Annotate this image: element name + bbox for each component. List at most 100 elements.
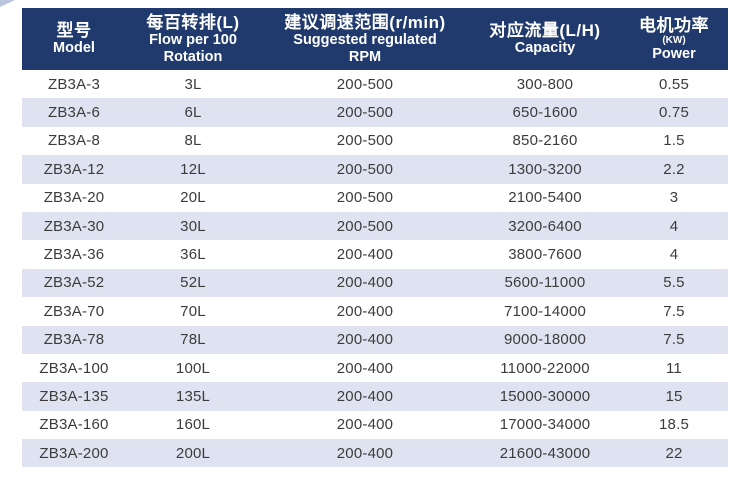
cell-power: 3: [669, 189, 679, 207]
cell-flow: 8L: [184, 132, 202, 150]
cell-model: ZB3A-36: [43, 246, 105, 264]
cell-power: 7.5: [663, 331, 685, 349]
cell-model: ZB3A-30: [43, 217, 105, 235]
cell-model: ZB3A-8: [47, 132, 101, 150]
column-header-unit-label: (KW): [662, 34, 686, 46]
cell-capacity: 3200-6400: [508, 217, 582, 235]
table-row-zb3a-3: ZB3A-3 3L 200-500 300-800 0.55: [22, 70, 728, 98]
cell-rpm: 200-400: [336, 359, 394, 377]
cell-flow: 70L: [180, 302, 206, 320]
cell-capacity: 21600-43000: [499, 444, 591, 462]
cell-rpm: 200-500: [336, 189, 394, 207]
cell-capacity: 7100-14000: [503, 302, 587, 320]
cell-flow: 52L: [180, 274, 206, 292]
cell-flow: 30L: [180, 217, 206, 235]
cell-capacity: 9000-18000: [503, 331, 587, 349]
cell-capacity: 15000-30000: [499, 387, 591, 405]
table-header-row: 型号 Model 每百转排(L) Flow per 100 Rotation 建议调速范围…: [22, 8, 728, 70]
cell-model: ZB3A-6: [47, 104, 101, 122]
cell-rpm: 200-500: [336, 75, 394, 93]
cell-rpm: 200-400: [336, 387, 394, 405]
cell-power: 4: [669, 246, 679, 264]
cell-flow: 135L: [175, 387, 211, 405]
cell-flow: 160L: [175, 416, 211, 434]
table-row-zb3a-100: ZB3A-100 100L 200-400 11000-22000 11: [22, 354, 728, 382]
column-header-capacity: 对应流量(L/H) Capacity: [470, 8, 620, 70]
cell-flow: 12L: [180, 160, 206, 178]
cell-capacity: 2100-5400: [508, 189, 582, 207]
column-header-en-label: RPM: [348, 48, 382, 65]
column-header-en-label: Rotation: [163, 48, 223, 65]
cell-rpm: 200-400: [336, 246, 394, 264]
cell-model: ZB3A-78: [43, 331, 105, 349]
cell-capacity: 11000-22000: [500, 359, 590, 377]
cell-power: 1.5: [663, 132, 685, 150]
cell-capacity: 300-800: [516, 75, 574, 93]
cell-model: ZB3A-200: [39, 444, 109, 462]
cell-power: 7.5: [663, 302, 685, 320]
table-row-zb3a-160: ZB3A-160 160L 200-400 17000-34000 18.5: [22, 411, 728, 439]
cell-power: 0.75: [659, 104, 689, 122]
pump-spec-table: 型号 Model 每百转排(L) Flow per 100 Rotation 建议调速范围…: [22, 8, 728, 468]
table-row-zb3a-78: ZB3A-78 78L 200-400 9000-18000 7.5: [22, 325, 728, 354]
corner-accent-triangle: [0, 0, 15, 7]
table-row-zb3a-8: ZB3A-8 8L 200-500 850-2160 1.5: [22, 127, 728, 155]
table-row-zb3a-52: ZB3A-52 52L 200-400 5600-11000 5.5: [22, 268, 728, 298]
cell-power: 2.2: [663, 160, 685, 178]
column-header-en-label: Flow per 100: [149, 32, 237, 49]
cell-capacity: 1300-3200: [508, 160, 582, 178]
cell-model: ZB3A-100: [39, 359, 109, 377]
cell-power: 18.5: [659, 416, 689, 434]
cell-flow: 100L: [175, 359, 211, 377]
cell-power: 4: [669, 217, 679, 235]
column-header-zh-label: 电机功率: [639, 15, 709, 35]
table-body: ZB3A-3 3L 200-500 300-800 0.55 ZB3A-6 6L 200-50…: [22, 70, 728, 468]
cell-flow: 6L: [184, 104, 202, 122]
cell-model: ZB3A-52: [43, 274, 105, 292]
table-row-zb3a-6: ZB3A-6 6L 200-500 650-1600 0.75: [22, 98, 728, 127]
cell-rpm: 200-500: [336, 217, 394, 235]
column-header-rpm: 建议调速范围(r/min) Suggested regulated RPM: [260, 8, 470, 70]
table-row-zb3a-20: ZB3A-20 20L 200-500 2100-5400 3: [22, 184, 728, 212]
column-header-en-label: Capacity: [514, 40, 576, 57]
cell-rpm: 200-400: [336, 444, 394, 462]
cell-power: 22: [665, 444, 683, 462]
column-header-zh-label: 每百转排(L): [146, 13, 240, 33]
column-header-zh-label: 型号: [56, 21, 92, 41]
cell-flow: 20L: [180, 189, 206, 207]
column-header-flow: 每百转排(L) Flow per 100 Rotation: [126, 8, 260, 70]
cell-rpm: 200-400: [336, 274, 394, 292]
cell-flow: 200L: [175, 444, 211, 462]
table-row-zb3a-135: ZB3A-135 135L 200-400 15000-30000 15: [22, 382, 728, 411]
cell-capacity: 850-2160: [512, 132, 578, 150]
cell-power: 15: [665, 387, 683, 405]
cell-model: ZB3A-20: [43, 189, 105, 207]
column-header-zh-label: 建议调速范围(r/min): [284, 13, 446, 33]
column-header-zh-label: 对应流量(L/H): [489, 21, 601, 41]
column-header-power: 电机功率 (KW) Power: [620, 8, 728, 70]
cell-rpm: 200-400: [336, 302, 394, 320]
cell-capacity: 3800-7600: [508, 246, 582, 264]
table-row-zb3a-200: ZB3A-200 200L 200-400 21600-43000 22: [22, 439, 728, 468]
cell-model: ZB3A-135: [39, 387, 109, 405]
cell-capacity: 650-1600: [512, 104, 578, 122]
cell-model: ZB3A-160: [39, 416, 109, 434]
column-header-en-label: Model: [53, 40, 95, 57]
column-header-model: 型号 Model: [22, 8, 126, 70]
table-row-zb3a-30: ZB3A-30 30L 200-500 3200-6400 4: [22, 211, 728, 241]
cell-flow: 3L: [184, 75, 202, 93]
cell-rpm: 200-400: [336, 331, 394, 349]
cell-rpm: 200-500: [336, 160, 394, 178]
cell-rpm: 200-500: [336, 104, 394, 122]
table-row-zb3a-70: ZB3A-70 70L 200-400 7100-14000 7.5: [22, 297, 728, 325]
table-row-zb3a-36: ZB3A-36 36L 200-400 3800-7600 4: [22, 240, 728, 268]
table-row-zb3a-12: ZB3A-12 12L 200-500 1300-3200 2.2: [22, 155, 728, 184]
cell-rpm: 200-500: [336, 132, 394, 150]
cell-capacity: 5600-11000: [504, 274, 586, 292]
column-header-en-label: Power: [652, 45, 696, 62]
cell-power: 11: [666, 359, 682, 377]
cell-power: 0.55: [659, 75, 689, 93]
cell-capacity: 17000-34000: [499, 416, 591, 434]
cell-model: ZB3A-70: [43, 302, 105, 320]
